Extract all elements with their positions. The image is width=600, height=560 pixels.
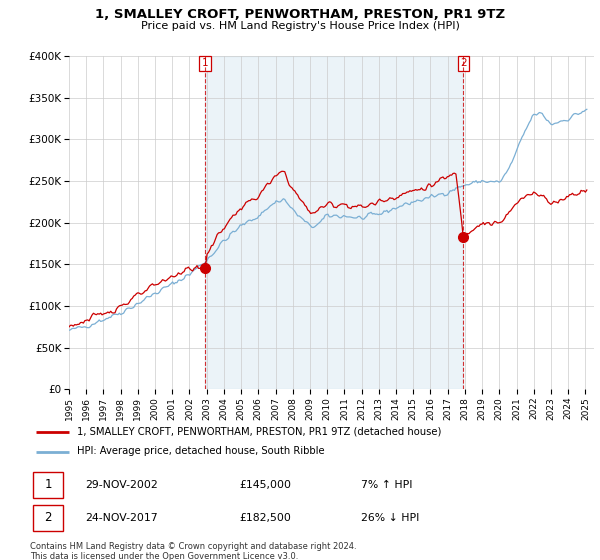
Text: 1, SMALLEY CROFT, PENWORTHAM, PRESTON, PR1 9TZ (detached house): 1, SMALLEY CROFT, PENWORTHAM, PRESTON, P…: [77, 427, 441, 437]
FancyBboxPatch shape: [33, 472, 63, 498]
Text: 2: 2: [460, 58, 467, 68]
Text: 29-NOV-2002: 29-NOV-2002: [85, 480, 158, 489]
Text: 1: 1: [44, 478, 52, 491]
FancyBboxPatch shape: [33, 505, 63, 531]
Text: 26% ↓ HPI: 26% ↓ HPI: [361, 513, 419, 522]
Text: Contains HM Land Registry data © Crown copyright and database right 2024.
This d: Contains HM Land Registry data © Crown c…: [30, 542, 356, 560]
Text: 1, SMALLEY CROFT, PENWORTHAM, PRESTON, PR1 9TZ: 1, SMALLEY CROFT, PENWORTHAM, PRESTON, P…: [95, 8, 505, 21]
Text: HPI: Average price, detached house, South Ribble: HPI: Average price, detached house, Sout…: [77, 446, 325, 456]
Text: Price paid vs. HM Land Registry's House Price Index (HPI): Price paid vs. HM Land Registry's House …: [140, 21, 460, 31]
Text: 7% ↑ HPI: 7% ↑ HPI: [361, 480, 413, 489]
Text: £145,000: £145,000: [240, 480, 292, 489]
Text: 2: 2: [44, 511, 52, 524]
Text: 24-NOV-2017: 24-NOV-2017: [85, 513, 158, 522]
Text: 1: 1: [202, 58, 209, 68]
Bar: [205, 56, 463, 389]
Text: £182,500: £182,500: [240, 513, 292, 522]
